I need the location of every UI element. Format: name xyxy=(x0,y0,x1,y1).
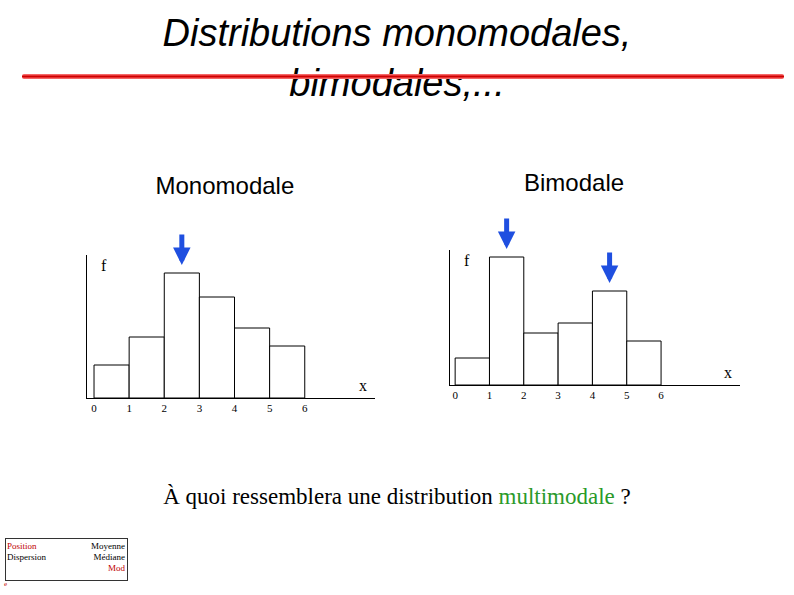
html-text:Distributions monomodales,: Distributions monomodales, xyxy=(162,12,632,54)
svg-text:3: 3 xyxy=(555,389,561,401)
svg-text:6: 6 xyxy=(658,389,664,401)
html-text:e: e xyxy=(4,580,8,588)
svg-text:2: 2 xyxy=(162,402,168,414)
html-text:Moyenne: Moyenne xyxy=(91,541,125,551)
svg-text:2: 2 xyxy=(521,389,527,401)
html-text:Dispersion: Dispersion xyxy=(7,552,46,562)
html-text:À quoi ressemblera une distrib: À quoi ressemblera une distribution mult… xyxy=(163,484,631,509)
svg-text:3: 3 xyxy=(197,402,203,414)
svg-text:1: 1 xyxy=(126,402,131,414)
html-text:Mod: Mod xyxy=(108,563,125,573)
svg-text:0: 0 xyxy=(452,389,458,401)
html-text:bimodales,...: bimodales,... xyxy=(289,62,505,104)
svg-text:5: 5 xyxy=(624,389,630,401)
svg-text:0: 0 xyxy=(91,402,97,414)
svg-text:f: f xyxy=(464,252,470,269)
svg-text:5: 5 xyxy=(267,402,273,414)
svg-text:f: f xyxy=(101,257,107,274)
html-text:Position: Position xyxy=(7,541,37,551)
svg-text:4: 4 xyxy=(232,402,238,414)
svg-text:x: x xyxy=(724,364,732,381)
svg-text:4: 4 xyxy=(590,389,596,401)
svg-text:Bimodale: Bimodale xyxy=(524,169,624,196)
html-text:Médiane: Médiane xyxy=(93,552,125,562)
svg-text:x: x xyxy=(359,377,367,394)
svg-text:6: 6 xyxy=(302,402,308,414)
svg-text:Monomodale: Monomodale xyxy=(156,172,295,199)
svg-text:1: 1 xyxy=(487,389,493,401)
